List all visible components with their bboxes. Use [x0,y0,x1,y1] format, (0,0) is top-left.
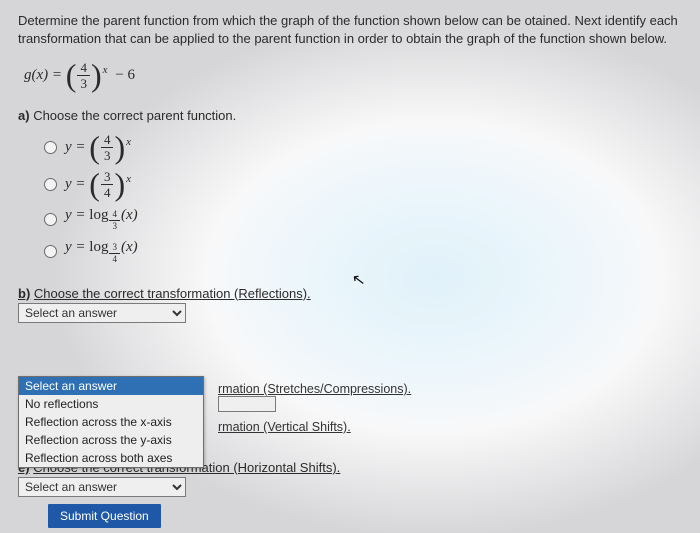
given-function: g(x) = ( 4 3 ) x − 6 [24,61,682,90]
opt1-den: 3 [101,148,114,162]
opt3-bd: 3 [109,221,120,231]
option-1[interactable]: y = ( 43 )x [44,133,682,162]
option-2[interactable]: y = ( 34 )x [44,170,682,199]
frag-d-text: rmation (Vertical Shifts). [218,420,351,434]
frag-c-text: rmation (Stretches/Compressions). [218,382,411,396]
question-intro: Determine the parent function from which… [18,12,678,47]
part-a-label: a) [18,108,30,123]
opt1-exp: x [126,136,131,148]
option-3[interactable]: y = log43(x) [44,207,682,231]
dd-item-3[interactable]: Reflection across the y-axis [19,431,203,449]
dd-item-1[interactable]: No reflections [19,395,203,413]
radio-icon [44,178,57,191]
part-a: a) Choose the correct parent function. y… [18,108,682,263]
part-b-dropdown-open[interactable]: Select an answer No reflections Reflecti… [18,376,204,468]
part-b-text: Choose the correct transformation (Refle… [34,286,311,301]
part-a-options: y = ( 43 )x y = ( 34 )x y = log43(x) y =… [44,133,682,263]
cursor-icon: ↖ [351,269,367,291]
eq-paren-group: ( 4 3 ) [66,61,102,90]
eq-frac-den: 3 [77,76,90,90]
part-e-select[interactable]: Select an answer [18,477,186,497]
opt3-bn: 4 [109,210,120,221]
part-b: b) Choose the correct transformation (Re… [18,286,682,323]
dd-item-2[interactable]: Reflection across the x-axis [19,413,203,431]
part-c-select-fragment[interactable] [218,396,276,412]
opt4-bn: 3 [109,243,120,254]
eq-tail: − 6 [115,67,135,83]
radio-icon [44,213,57,226]
radio-icon [44,141,57,154]
part-a-text: Choose the correct parent function. [33,108,236,123]
submit-button[interactable]: Submit Question [48,504,161,528]
option-4[interactable]: y = log34(x) [44,239,682,263]
opt2-num: 3 [101,170,114,185]
eq-frac-num: 4 [77,61,90,76]
radio-icon [44,245,57,258]
opt4-bd: 4 [109,254,120,264]
dd-item-4[interactable]: Reflection across both axes [19,449,203,467]
part-b-label: b) [18,286,30,301]
opt1-num: 4 [101,133,114,148]
part-d-fragment: rmation (Vertical Shifts). [218,420,351,434]
dd-item-0[interactable]: Select an answer [19,377,203,395]
eq-exponent: x [103,64,108,76]
opt2-den: 4 [101,185,114,199]
part-c-fragment: rmation (Stretches/Compressions). [218,382,411,412]
opt2-exp: x [126,173,131,185]
eq-lhs: g(x) = [24,67,62,83]
part-b-select[interactable]: Select an answer [18,303,186,323]
